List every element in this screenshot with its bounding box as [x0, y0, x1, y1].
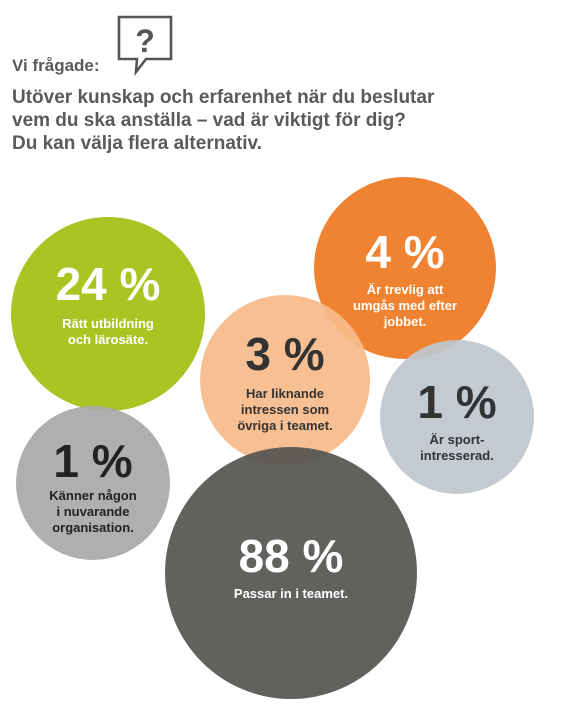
question-line: Du kan välja flera alternativ. — [12, 133, 262, 154]
bubble-education — [11, 217, 205, 411]
survey-question: Utöver kunskap och erfarenhet när du bes… — [12, 86, 562, 155]
bubble-socializing — [314, 177, 496, 359]
bubble-sports — [380, 340, 534, 494]
bubble-team-fit — [165, 447, 417, 699]
bubble-sports-value: 1 % — [417, 376, 496, 428]
lead-text: Vi frågade: — [12, 56, 100, 75]
bubble-sports-label: Är sport- — [430, 432, 485, 447]
question-line: Utöver kunskap och erfarenhet när du bes… — [12, 87, 435, 108]
bubble-interests-label: Har liknande — [246, 386, 324, 401]
bubble-sports-label: intresserad. — [420, 448, 494, 463]
question-line: vem du ska anställa – vad är viktigt för… — [12, 110, 406, 131]
svg-text:?: ? — [135, 23, 155, 59]
bubble-interests-value: 3 % — [245, 328, 324, 380]
bubble-socializing-label: umgås med efter — [353, 298, 457, 313]
bubble-socializing-label: jobbet. — [383, 314, 427, 329]
bubble-interests-label: intressen som — [241, 402, 329, 417]
bubble-network-label: i nuvarande — [57, 504, 130, 519]
bubble-network-label: Känner någon — [49, 488, 136, 503]
bubble-team-fit-value: 88 % — [239, 530, 344, 582]
bubble-education-label: Rätt utbildning — [62, 316, 154, 331]
bubble-network — [16, 406, 170, 560]
bubble-education-label: och lärosäte. — [68, 332, 148, 347]
bubble-socializing-label: Är trevlig att — [367, 282, 444, 297]
bubble-education-value: 24 % — [56, 258, 161, 310]
bubble-network-label: organisation. — [52, 520, 134, 535]
bubble-network-value: 1 % — [53, 435, 132, 487]
bubble-socializing-value: 4 % — [365, 226, 444, 278]
bubble-interests — [200, 295, 370, 465]
bubble-interests-label: övriga i teamet. — [237, 418, 332, 433]
bubble-team-fit-label: Passar in i teamet. — [234, 586, 348, 601]
question-bubble-icon: ? — [117, 15, 173, 76]
